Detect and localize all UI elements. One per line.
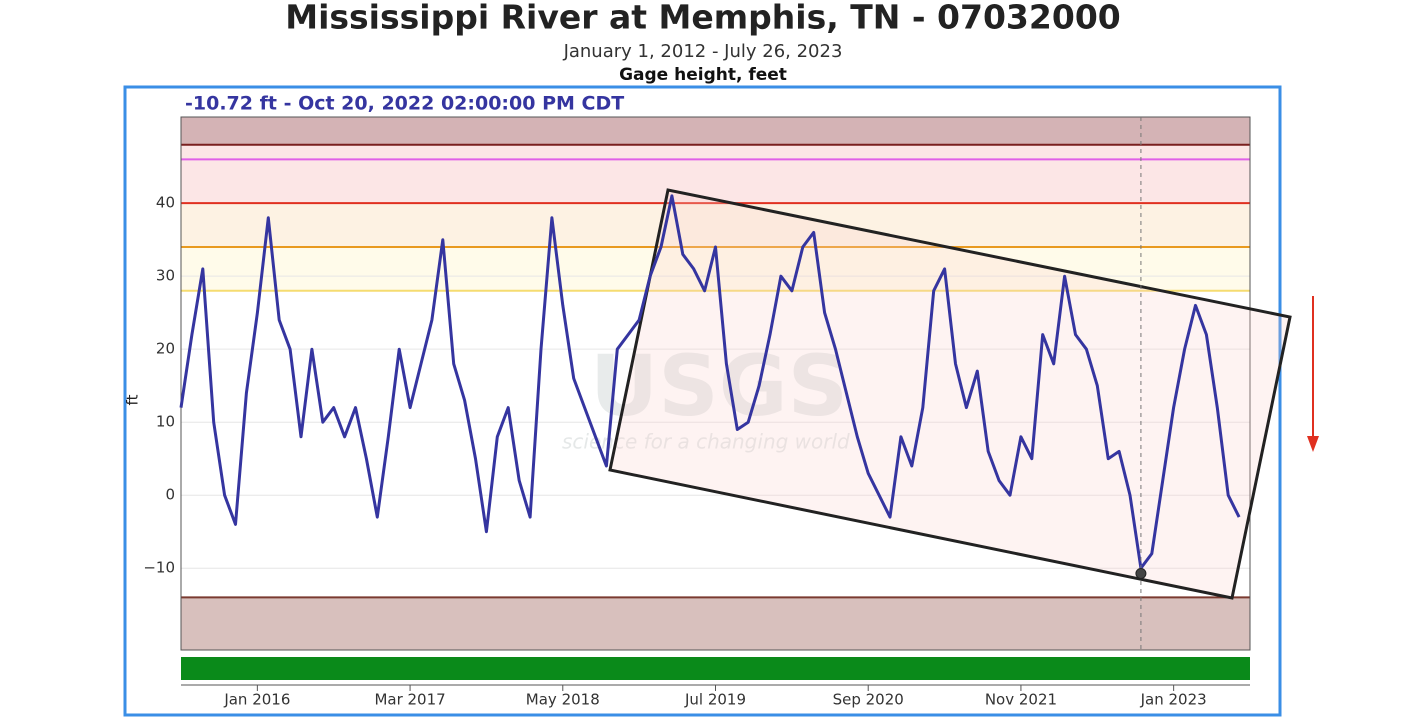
x-tick-label: Jan 2016 [223, 691, 290, 709]
y-tick-label: 40 [156, 194, 175, 212]
chart-subtitle: January 1, 2012 - July 26, 2023 [563, 41, 843, 62]
x-tick-label: May 2018 [526, 691, 600, 709]
x-tick-label: Mar 2017 [374, 691, 445, 709]
tooltip-label: -10.72 ft - Oct 20, 2022 02:00:00 PM CDT [185, 93, 624, 115]
y-tick-label: −10 [143, 559, 175, 577]
threshold-band [181, 597, 1250, 650]
plot-area [181, 117, 1250, 650]
plot-border [180, 116, 1251, 651]
trend-arrow-head [1307, 436, 1319, 452]
y-tick-label: 30 [156, 267, 175, 285]
chart-frame [123, 85, 1282, 717]
chart-title: Mississippi River at Memphis, TN - 07032… [285, 0, 1121, 37]
x-tick-label: Jul 2019 [684, 691, 746, 709]
x-tick-label: Jan 2023 [1140, 691, 1207, 709]
approval-strip [181, 657, 1250, 680]
y-axis-label: ft [124, 394, 142, 405]
threshold-band [181, 203, 1250, 247]
threshold-band [181, 117, 1250, 145]
axis-title: Gage height, feet [619, 65, 787, 85]
data-line [179, 194, 1241, 570]
x-tick-label: Sep 2020 [833, 691, 904, 709]
y-tick-label: 20 [156, 340, 175, 358]
x-tick-label: Nov 2021 [985, 691, 1057, 709]
y-tick-label: 0 [165, 486, 175, 504]
highlight-point [1135, 567, 1147, 579]
threshold-band [181, 144, 1250, 204]
y-tick-label: 10 [156, 413, 175, 431]
